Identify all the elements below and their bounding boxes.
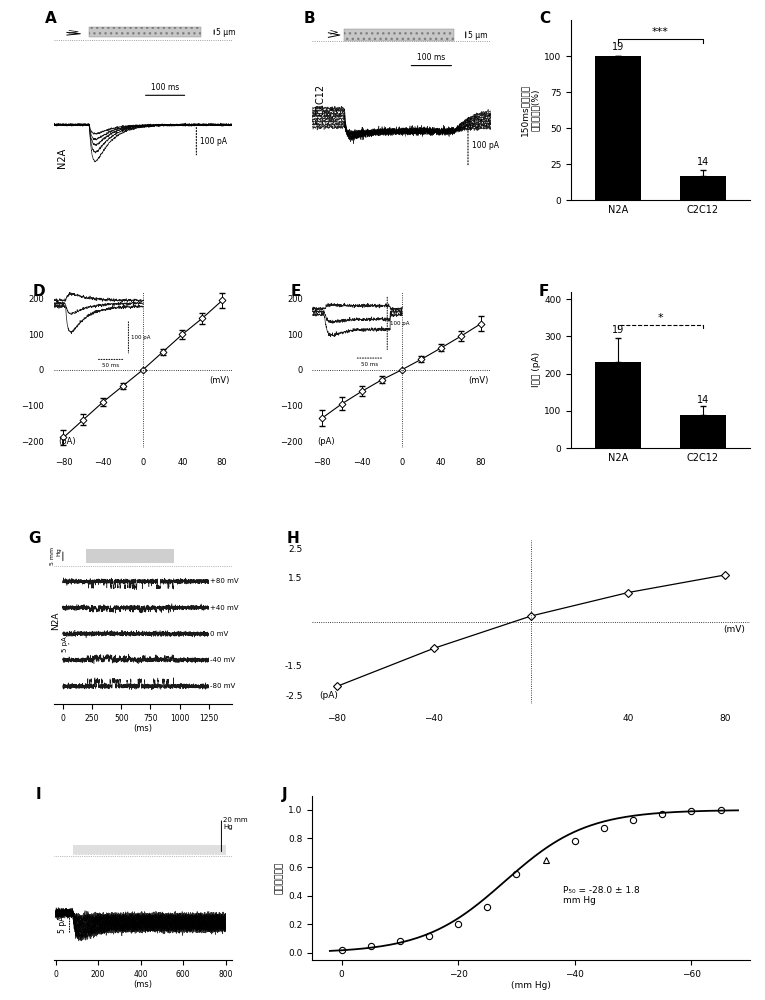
Bar (594, 362, 641, 448)
Text: C: C (539, 11, 550, 26)
Y-axis label: I最大 (pA): I最大 (pA) (532, 352, 542, 387)
Text: 5 μm: 5 μm (216, 28, 236, 37)
Text: 5 pA: 5 pA (62, 636, 68, 652)
Bar (679, 176, 726, 200)
Text: 19: 19 (612, 325, 624, 335)
Y-axis label: 150ms后失活的
电流的比率(%): 150ms后失活的 电流的比率(%) (521, 84, 540, 136)
Text: 100 ms: 100 ms (417, 53, 445, 62)
Text: N2A: N2A (51, 611, 60, 630)
Bar (594, 56, 641, 200)
Text: (mV): (mV) (210, 376, 230, 385)
Text: +40 mV: +40 mV (210, 605, 239, 611)
Text: G: G (28, 531, 41, 546)
Text: (pA): (pA) (58, 437, 76, 446)
Text: 19: 19 (612, 42, 624, 52)
Text: 14: 14 (697, 157, 709, 167)
Text: C2C12: C2C12 (316, 84, 326, 116)
Text: -40 mV: -40 mV (210, 657, 235, 663)
X-axis label: (mm Hg): (mm Hg) (511, 981, 551, 990)
Text: F: F (539, 284, 549, 299)
Text: 20 mm
Hg: 20 mm Hg (223, 817, 248, 830)
Text: (mV): (mV) (468, 376, 489, 385)
Text: 100 pA: 100 pA (200, 137, 227, 146)
Y-axis label: 归一化的电流: 归一化的电流 (275, 862, 284, 894)
Text: N2A: N2A (57, 147, 67, 168)
Text: 100 pA: 100 pA (472, 141, 499, 150)
Text: J: J (282, 787, 288, 802)
Text: D: D (32, 284, 45, 299)
Text: I: I (36, 787, 41, 802)
Text: A: A (44, 11, 57, 26)
Text: P₅₀ = -28.0 ± 1.8
mm Hg: P₅₀ = -28.0 ± 1.8 mm Hg (563, 886, 640, 905)
Text: (mV): (mV) (723, 625, 745, 634)
Text: +80 mV: +80 mV (210, 578, 239, 584)
Text: 5 mm
Hg: 5 mm Hg (50, 547, 61, 565)
Text: ***: *** (652, 27, 669, 37)
Text: -80 mV: -80 mV (210, 683, 235, 689)
Text: (pA): (pA) (320, 691, 339, 700)
Text: 5 pA: 5 pA (58, 916, 67, 933)
Text: (pA): (pA) (317, 437, 335, 446)
Text: 100 ms: 100 ms (151, 83, 179, 92)
Text: 14: 14 (697, 395, 709, 405)
Text: 5 μm: 5 μm (468, 31, 487, 40)
Text: H: H (286, 531, 299, 546)
Text: *: * (658, 313, 663, 323)
Text: B: B (304, 11, 315, 26)
X-axis label: (ms): (ms) (133, 980, 152, 989)
Text: 0 mV: 0 mV (210, 631, 228, 637)
X-axis label: (ms): (ms) (133, 724, 152, 733)
Bar (679, 415, 726, 448)
Text: E: E (291, 284, 301, 299)
